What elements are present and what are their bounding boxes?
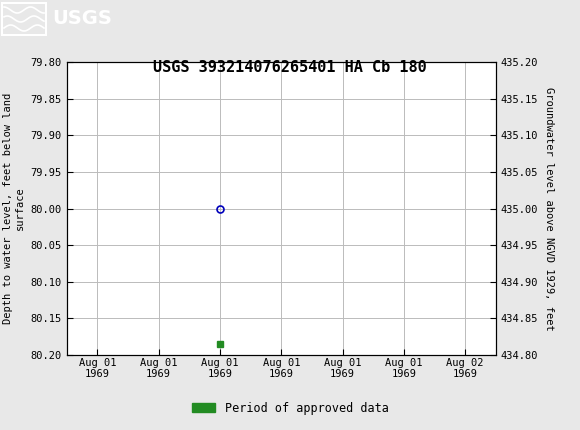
Bar [2,3,46,35]
Y-axis label: Groundwater level above NGVD 1929, feet: Groundwater level above NGVD 1929, feet [544,87,554,330]
Text: USGS 393214076265401 HA Cb 180: USGS 393214076265401 HA Cb 180 [153,59,427,74]
Legend: Period of approved data: Period of approved data [187,397,393,420]
Y-axis label: Depth to water level, feet below land
surface: Depth to water level, feet below land su… [3,93,25,324]
Text: USGS: USGS [52,9,112,28]
